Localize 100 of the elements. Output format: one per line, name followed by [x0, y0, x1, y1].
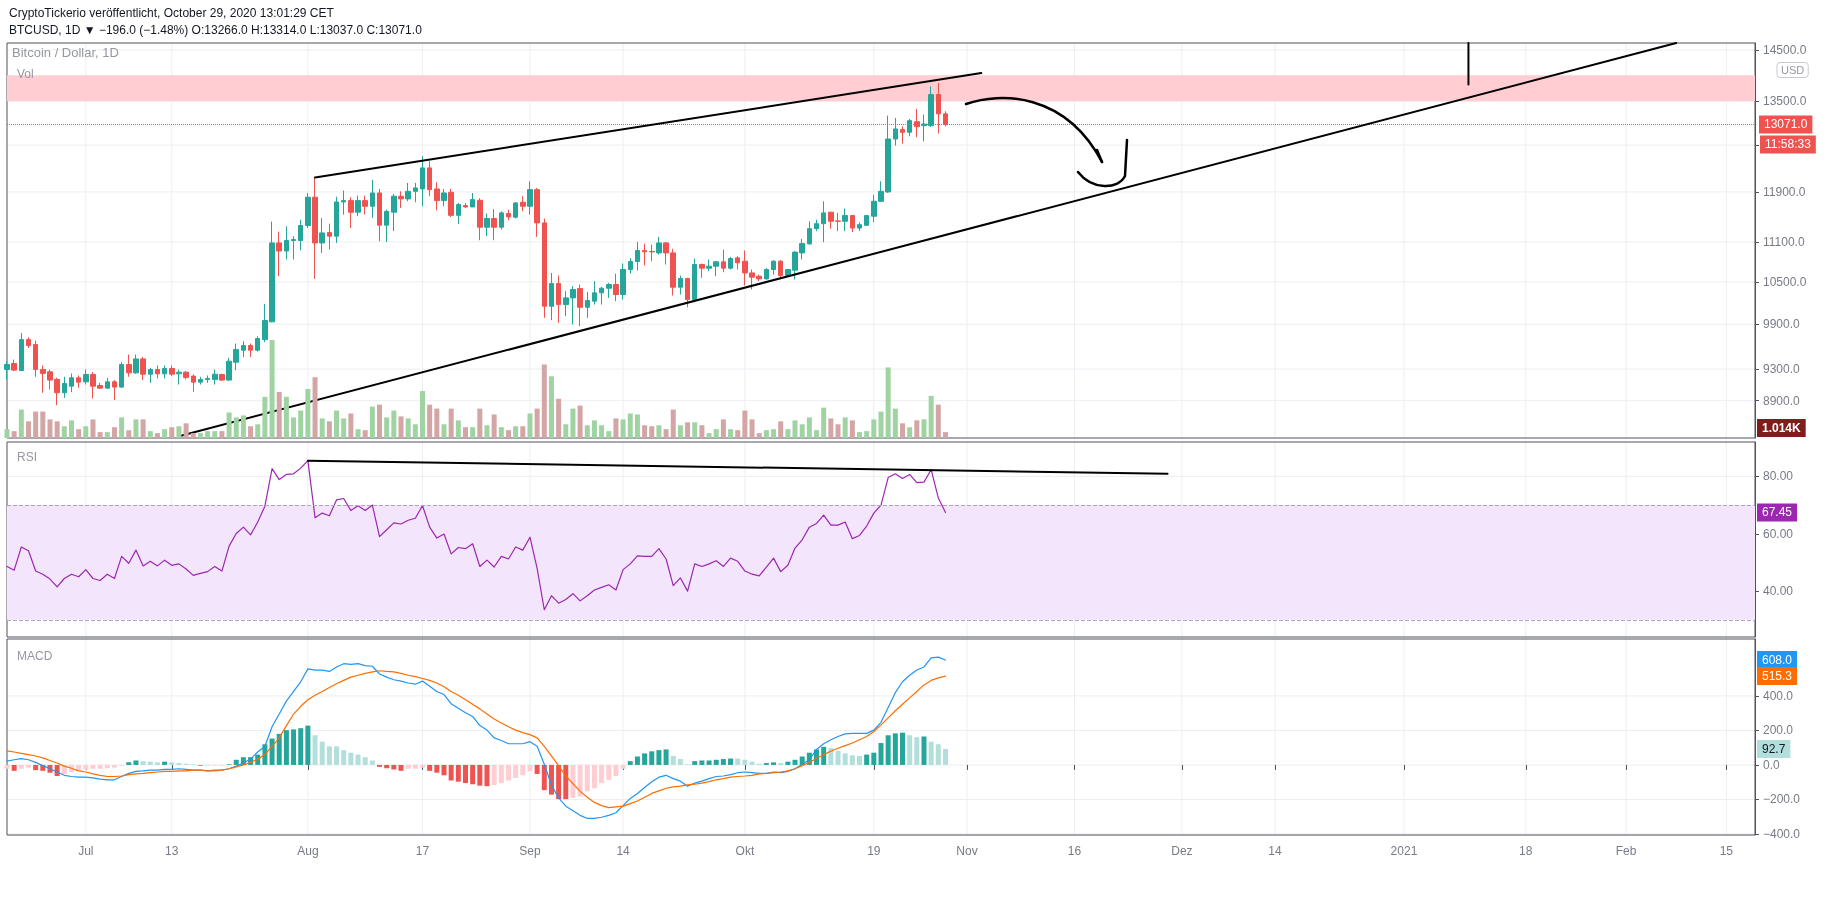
bar [4, 429, 10, 438]
bar [742, 410, 748, 438]
bar [312, 377, 318, 438]
bar [849, 420, 855, 438]
bar [255, 424, 261, 438]
bar [505, 430, 511, 438]
bar [907, 735, 913, 765]
candlestick [592, 280, 597, 306]
candlestick [577, 283, 583, 327]
bar [728, 758, 734, 765]
bar [857, 432, 863, 438]
text: 11:58:33 [1765, 137, 1812, 152]
bar [441, 424, 447, 438]
bar [699, 425, 705, 438]
bar [326, 746, 332, 765]
bar [68, 420, 74, 438]
bar [384, 764, 390, 769]
bar [921, 736, 927, 765]
bar [348, 413, 354, 438]
bar [420, 390, 426, 438]
bar [448, 764, 454, 781]
bar [312, 735, 318, 765]
candlestick [126, 354, 132, 378]
bar [935, 404, 941, 438]
candlestick [284, 225, 289, 261]
bar [291, 417, 297, 438]
bar [857, 755, 863, 765]
candlestick [362, 195, 368, 216]
candlestick [585, 291, 590, 319]
line-series [6, 670, 947, 809]
bar [599, 764, 605, 784]
x-tick-label: Aug [297, 844, 319, 858]
candlestick [384, 209, 389, 243]
candlestick [341, 190, 346, 216]
bar [269, 340, 275, 438]
bar [814, 430, 820, 438]
candlestick [413, 182, 418, 203]
bar [699, 760, 705, 765]
candlestick [11, 359, 17, 372]
bar [25, 421, 31, 438]
candlestick [520, 195, 526, 212]
bar [584, 764, 590, 792]
bar [18, 409, 24, 438]
bar [219, 431, 225, 438]
bar [405, 418, 411, 438]
bar [842, 753, 848, 765]
candlestick [499, 210, 504, 230]
bar [663, 749, 669, 765]
bar [427, 764, 433, 771]
candlestick [155, 364, 160, 379]
bar [878, 743, 884, 765]
x-tick-label: 19 [867, 844, 881, 858]
bar [656, 750, 662, 765]
candlestick [205, 374, 210, 384]
candlestick [427, 160, 432, 197]
candlestick [276, 231, 282, 277]
candlestick [183, 370, 189, 380]
bar [720, 759, 726, 765]
bar [914, 737, 920, 765]
candlestick [735, 255, 740, 271]
bar [154, 762, 160, 765]
candlestick [685, 277, 690, 308]
candlestick [807, 220, 812, 246]
bar [692, 422, 698, 438]
bar [248, 426, 254, 438]
candlestick [484, 213, 490, 237]
bar [792, 759, 798, 765]
bar [4, 764, 10, 769]
candlestick [255, 335, 260, 353]
bar [484, 425, 490, 438]
candlestick [534, 187, 540, 238]
bar [305, 725, 311, 765]
candlestick [613, 273, 619, 302]
x-tick-label: Nov [956, 844, 978, 858]
bar [355, 429, 361, 438]
y-tick-label: 10500.0 [1763, 274, 1807, 289]
bar [892, 408, 898, 438]
y-tick-label: 400.0 [1763, 688, 1794, 703]
bar [90, 764, 96, 769]
bar [627, 413, 633, 438]
bar [828, 748, 834, 765]
bar [97, 764, 103, 769]
bar [849, 755, 855, 765]
bar [305, 389, 311, 438]
chart-subtitle: BTCUSD, 1D ▼ −196.0 (−1.48%) O:13266.0 H:13314.0 L:13037.0 C:13071.0 [9, 23, 423, 37]
bar [384, 417, 390, 438]
bar [713, 759, 719, 765]
y-tick-label: −400.0 [1763, 826, 1801, 841]
bar [692, 761, 698, 765]
bar [111, 764, 117, 768]
candlestick [4, 360, 10, 380]
bar [928, 741, 934, 765]
bar [771, 429, 777, 438]
candlestick [327, 223, 332, 251]
bar [484, 764, 490, 787]
bar [319, 741, 325, 765]
bar [577, 405, 583, 438]
bar [720, 419, 726, 438]
bar [11, 431, 17, 438]
bar [799, 424, 805, 438]
